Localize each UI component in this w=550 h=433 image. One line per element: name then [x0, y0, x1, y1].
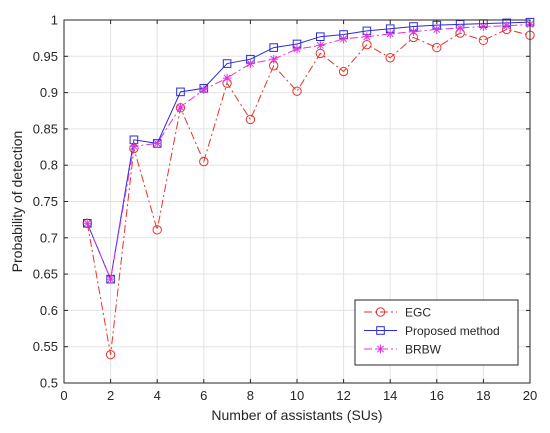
data-point-brbw — [199, 85, 209, 95]
data-point-brbw — [455, 23, 465, 33]
data-point-proposed-method — [222, 59, 232, 68]
y-tick-label: 0.7 — [40, 230, 58, 245]
data-point-egc — [432, 42, 442, 53]
legend-marker-egc — [375, 307, 386, 317]
data-point-brbw — [106, 274, 115, 284]
data-point-egc — [292, 86, 302, 96]
legend-label-egc: EGC — [405, 306, 431, 320]
data-point-egc — [105, 349, 116, 360]
x-tick-label: 0 — [60, 388, 67, 403]
data-point-brbw — [82, 218, 92, 228]
data-point-egc — [385, 53, 395, 63]
data-point-brbw — [129, 141, 139, 151]
x-tick-label: 16 — [430, 388, 444, 403]
x-tick-label: 20 — [523, 388, 537, 403]
data-point-brbw — [362, 32, 372, 42]
y-tick-label: 0.65 — [33, 267, 58, 282]
data-point-brbw — [292, 44, 302, 54]
data-series — [82, 17, 535, 360]
x-tick-label: 6 — [200, 388, 207, 403]
y-tick-label: 0.8 — [40, 158, 58, 173]
series-line-brbw — [86, 23, 531, 281]
y-tick-label: 1 — [51, 13, 58, 28]
y-tick-label: 0.5 — [40, 376, 58, 391]
data-point-brbw — [246, 59, 255, 68]
legend-marker-proposed-method — [376, 326, 385, 335]
x-tick-label: 10 — [290, 388, 304, 403]
legend: EGC Proposed method BRBW — [354, 299, 519, 366]
data-point-egc — [152, 225, 162, 235]
x-tick-label: 18 — [476, 388, 490, 403]
y-tick-label: 0.9 — [40, 85, 58, 100]
legend-label-proposed-method: Proposed method — [405, 324, 500, 338]
data-point-brbw — [339, 34, 348, 44]
x-axis-title: Number of assistants (SUs) — [211, 407, 382, 423]
data-point-brbw — [176, 102, 185, 112]
data-point-proposed-method — [176, 87, 185, 97]
data-point-brbw — [502, 21, 512, 31]
data-point-brbw — [222, 73, 232, 83]
data-point-egc — [478, 35, 489, 46]
data-point-brbw — [385, 29, 395, 39]
x-tick-label: 2 — [107, 388, 114, 403]
y-tick-label: 0.95 — [33, 49, 58, 64]
data-point-brbw — [269, 54, 279, 64]
legend-box — [354, 299, 519, 366]
data-point-brbw — [409, 27, 418, 37]
y-tick-label: 0.85 — [33, 121, 58, 136]
x-tick-label: 4 — [154, 388, 161, 403]
x-tick-label: 14 — [383, 388, 397, 403]
data-point-brbw — [152, 139, 162, 148]
legend-marker-brbw — [376, 344, 385, 354]
data-point-egc — [199, 156, 209, 167]
axis-ticks: 0 2 4 6 8 10 12 14 16 18 20 0.5 0.55 0.6 0.65 0.7 0.75 0.… — [33, 13, 538, 404]
y-axis-title: Probability of detection — [9, 131, 25, 273]
data-point-brbw — [315, 41, 325, 50]
x-tick-label: 8 — [247, 388, 254, 403]
data-point-proposed-method — [269, 43, 278, 52]
x-tick-label: 12 — [336, 388, 350, 403]
y-tick-label: 0.55 — [33, 339, 58, 354]
data-point-brbw — [432, 25, 442, 34]
y-tick-label: 0.75 — [33, 194, 58, 209]
data-point-egc — [245, 114, 256, 125]
data-point-proposed-method — [316, 32, 325, 41]
legend-label-brbw: BRBW — [405, 343, 442, 357]
y-tick-label: 0.6 — [40, 303, 58, 318]
data-point-egc — [338, 66, 349, 77]
